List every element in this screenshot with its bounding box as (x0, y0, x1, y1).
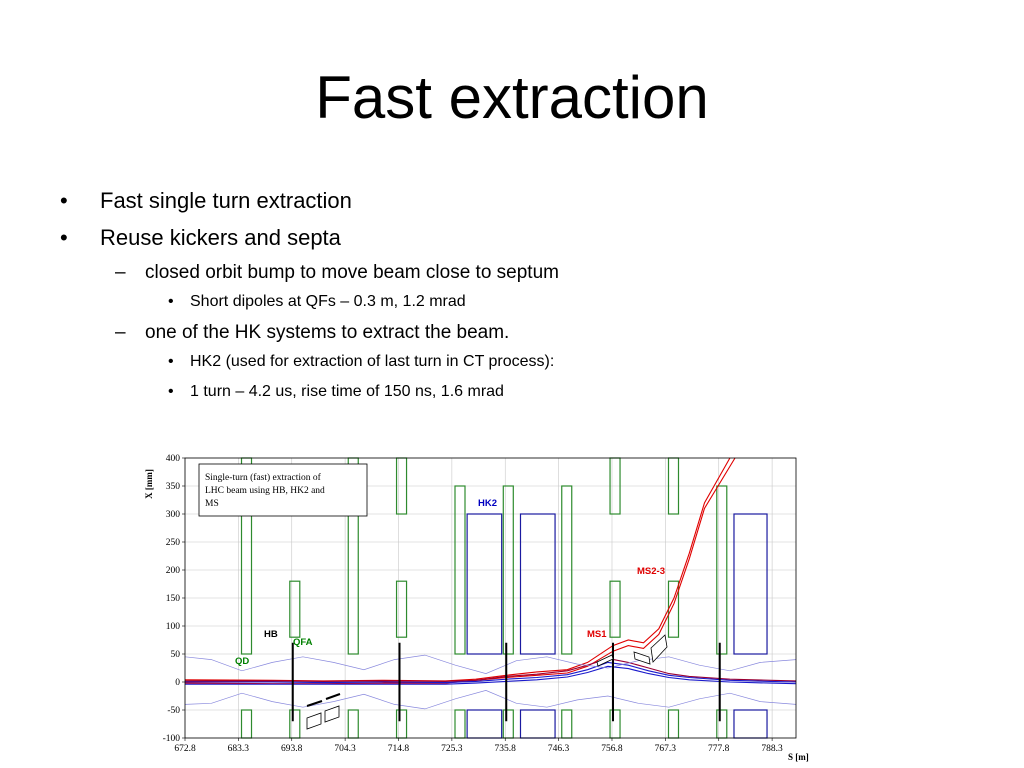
orbit-chart: 672.8 683.3 693.8 704.3 714.8 725.3 735.8 746.3… (140, 448, 830, 766)
dash-marker: – (115, 322, 126, 343)
annotation-line: MS (205, 499, 219, 509)
septum-shape (650, 634, 668, 663)
bullet-marker: • (168, 383, 174, 400)
kicker-rect (466, 513, 503, 655)
quadrupole-rect (289, 709, 301, 739)
y-tick-label: 400 (166, 454, 181, 464)
x-axis-label: S [m] (788, 752, 809, 762)
septum-shape (633, 651, 651, 665)
x-tick-label: 672.8 (174, 744, 196, 754)
kicker-rect (466, 709, 503, 739)
quadrupole-rect (454, 709, 466, 739)
quadrupole-rect (561, 709, 573, 739)
y-axis-label: X [mm] (144, 469, 154, 499)
sub-sub-bullet-text: HK2 (used for extraction of last turn in… (190, 353, 555, 370)
y-tick-label: 150 (166, 594, 181, 604)
x-tick-label: 735.8 (495, 744, 517, 754)
x-tick-label: 788.3 (761, 744, 783, 754)
x-tick-label: 767.3 (655, 744, 677, 754)
quadrupole-rect (716, 709, 728, 739)
y-tick-label: 350 (166, 482, 181, 492)
trajectory-line (184, 457, 731, 682)
kicker-rect (519, 709, 556, 739)
bullet-marker: • (168, 293, 174, 310)
kicker-rect (519, 513, 556, 655)
x-tick-label: 777.8 (708, 744, 730, 754)
septum-shape (596, 654, 614, 667)
septum-shape (324, 705, 340, 723)
kicker-rect (733, 709, 768, 739)
sub-bullet-text: closed orbit bump to move beam close to … (145, 262, 559, 283)
x-tick-label: 704.3 (334, 744, 356, 754)
trajectory-line (185, 661, 797, 684)
trajectory-line (184, 457, 736, 685)
y-tick-label: -50 (167, 706, 180, 716)
septum-blade (325, 693, 341, 700)
y-tick-label: 0 (175, 678, 180, 688)
quadrupole-rect (240, 709, 253, 739)
y-tick-label: 50 (171, 650, 181, 660)
trajectories (184, 457, 797, 722)
quadrupole-rect (454, 485, 466, 655)
quadrupole-rect (395, 580, 408, 638)
septum-shape (306, 712, 322, 730)
kicker-rect (733, 513, 768, 655)
bullet-marker: • (60, 225, 68, 250)
trajectory-line (184, 654, 797, 674)
y-tick-label: 100 (166, 622, 181, 632)
hb-label: HB (264, 629, 278, 640)
quadrupole-rect (289, 580, 301, 638)
x-tick-label: 756.8 (601, 744, 623, 754)
bullet-text: Reuse kickers and septa (100, 225, 341, 250)
dash-marker: – (115, 262, 126, 283)
septum-blade (306, 700, 323, 707)
y-tick-label: -100 (163, 734, 181, 744)
qd-label: QD (235, 656, 249, 667)
ms2-3-label: MS2-3 (637, 566, 665, 577)
sub-sub-bullet-text: 1 turn – 4.2 us, rise time of 150 ns, 1.… (190, 383, 504, 400)
trajectory-line (185, 657, 797, 682)
sub-sub-bullet-text: Short dipoles at QFs – 0.3 m, 1.2 mrad (190, 293, 466, 310)
ms1-label: MS1 (587, 629, 607, 640)
quadrupole-rect (667, 709, 680, 739)
trajectory-line (184, 690, 797, 710)
y-tick-label: 250 (166, 538, 181, 548)
quadrupole-rect (502, 485, 514, 655)
quadrupole-rect (609, 709, 621, 739)
x-tick-label: 746.3 (548, 744, 570, 754)
quadrupole-rect (347, 709, 359, 739)
x-tick-label: 693.8 (281, 744, 303, 754)
quadrupole-rect (609, 580, 621, 638)
sub-bullet-text: one of the HK systems to extract the bea… (145, 322, 510, 343)
quadrupole-rect (502, 709, 514, 739)
quadrupole-rect (395, 709, 408, 739)
slide-title: Fast extraction (315, 64, 709, 131)
bullet-text: Fast single turn extraction (100, 188, 352, 213)
annotation-line: LHC beam using HB, HK2 and (205, 486, 325, 496)
axis-ticks: 672.8 683.3 693.8 704.3 714.8 725.3 735.8 746.3… (163, 454, 783, 754)
trajectory-line (185, 665, 797, 685)
x-tick-label: 683.3 (228, 744, 250, 754)
bullet-marker: • (60, 188, 68, 213)
y-tick-label: 300 (166, 510, 181, 520)
x-tick-label: 725.3 (441, 744, 463, 754)
x-tick-label: 714.8 (388, 744, 410, 754)
chart-svg: 672.8 683.3 693.8 704.3 714.8 725.3 735.8 746.3… (144, 454, 809, 762)
septum-shapes (306, 634, 668, 730)
qfa-label: QFA (293, 637, 313, 648)
annotation-box: Single-turn (fast) extraction of LHC bea… (198, 463, 368, 517)
y-tick-label: 200 (166, 566, 181, 576)
bullet-marker: • (168, 353, 174, 370)
hk2-label: HK2 (478, 498, 497, 509)
quadrupole-rect (716, 485, 728, 655)
annotation-line: Single-turn (fast) extraction of (205, 472, 322, 483)
quadrupole-rect (561, 485, 573, 655)
